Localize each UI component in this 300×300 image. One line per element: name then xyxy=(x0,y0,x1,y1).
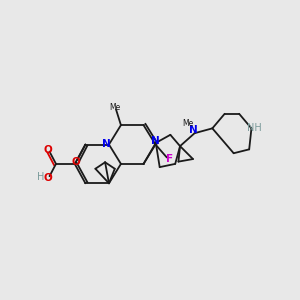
Text: N: N xyxy=(189,125,197,135)
Text: O: O xyxy=(71,157,80,166)
Text: N: N xyxy=(102,139,111,148)
Text: O: O xyxy=(44,173,52,183)
Text: F: F xyxy=(167,154,174,164)
Text: N: N xyxy=(152,136,160,146)
Text: NH: NH xyxy=(247,123,262,133)
Text: Me: Me xyxy=(109,103,120,112)
Text: H: H xyxy=(37,172,44,182)
Text: Me: Me xyxy=(182,119,193,128)
Text: O: O xyxy=(44,145,52,155)
